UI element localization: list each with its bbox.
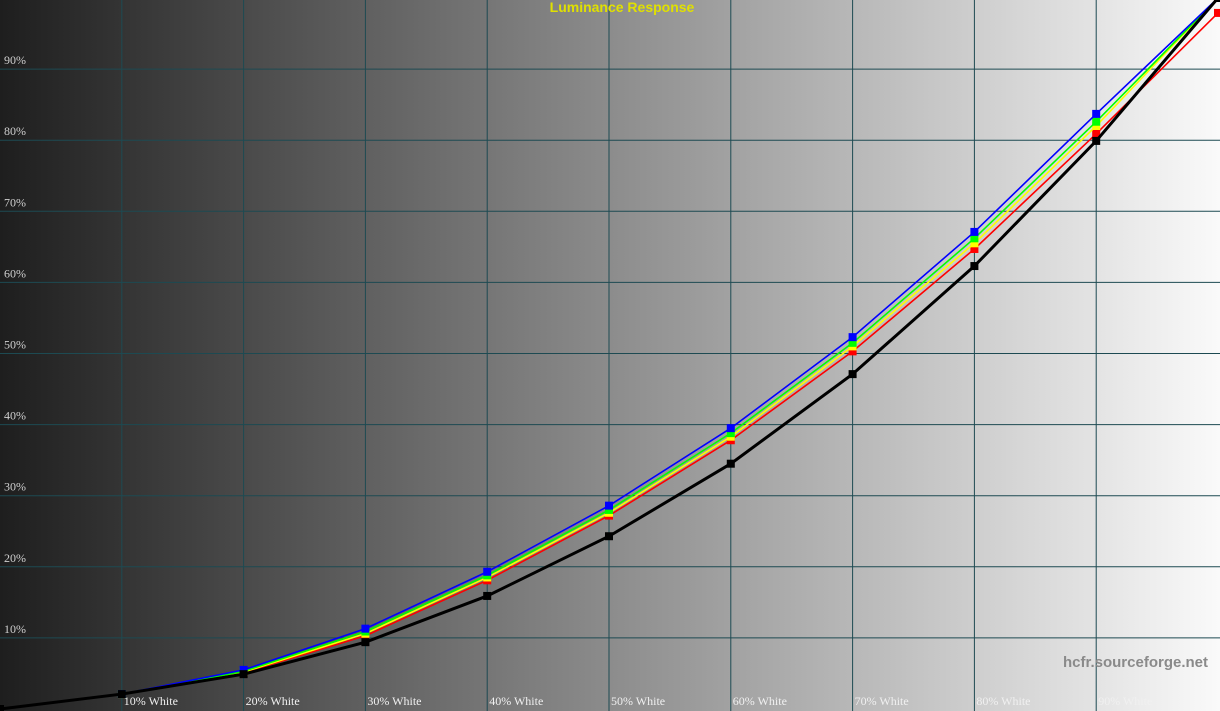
x-tick-label: 30% White (367, 694, 421, 708)
point-marker (970, 262, 979, 271)
watermark: hcfr.sourceforge.net (1063, 654, 1208, 671)
point-marker (361, 638, 370, 647)
point-marker (970, 239, 979, 248)
point-marker (361, 624, 370, 633)
point-marker (848, 370, 857, 379)
x-tick-label: 20% White (246, 694, 300, 708)
y-tick-label: 50% (4, 338, 26, 352)
y-tick-label: 30% (4, 480, 26, 494)
point-marker (605, 501, 613, 510)
point-marker (1214, 0, 1220, 2)
point-marker (1092, 136, 1101, 145)
point-marker (1092, 109, 1101, 118)
x-tick-label: 80% White (976, 694, 1030, 708)
point-marker (1092, 117, 1101, 126)
y-tick-label: 10% (4, 622, 26, 636)
point-marker (239, 665, 248, 674)
point-marker (726, 424, 735, 433)
point-marker (848, 347, 857, 356)
x-tick-label: 40% White (489, 694, 543, 708)
point-marker (605, 505, 613, 514)
y-tick-label: 40% (4, 409, 26, 423)
y-tick-label: 70% (4, 195, 26, 209)
point-marker (726, 459, 735, 468)
point-marker (726, 429, 735, 438)
y-tick-label: 90% (4, 53, 26, 67)
point-marker (848, 338, 857, 347)
point-marker (970, 244, 979, 253)
x-tick-label: 50% White (611, 694, 665, 708)
point-marker (483, 567, 492, 576)
x-tick-label: 70% White (855, 694, 909, 708)
point-marker (239, 670, 248, 679)
x-tick-label: 90% White (1098, 694, 1152, 708)
y-tick-label: 20% (4, 551, 26, 565)
chart-title: Luminance Response (550, 0, 695, 15)
point-marker (1092, 121, 1101, 130)
point-marker (117, 690, 126, 699)
point-marker (1092, 129, 1101, 138)
point-marker (848, 333, 857, 342)
x-tick-label: 10% White (124, 694, 178, 708)
point-marker (970, 234, 979, 243)
point-marker (605, 532, 613, 541)
x-tick-label: 60% White (733, 694, 787, 708)
point-marker (0, 705, 4, 711)
y-tick-label: 80% (4, 124, 26, 138)
point-marker (483, 591, 492, 600)
y-tick-label: 60% (4, 266, 26, 280)
point-marker (1214, 8, 1220, 17)
point-marker (970, 227, 979, 236)
